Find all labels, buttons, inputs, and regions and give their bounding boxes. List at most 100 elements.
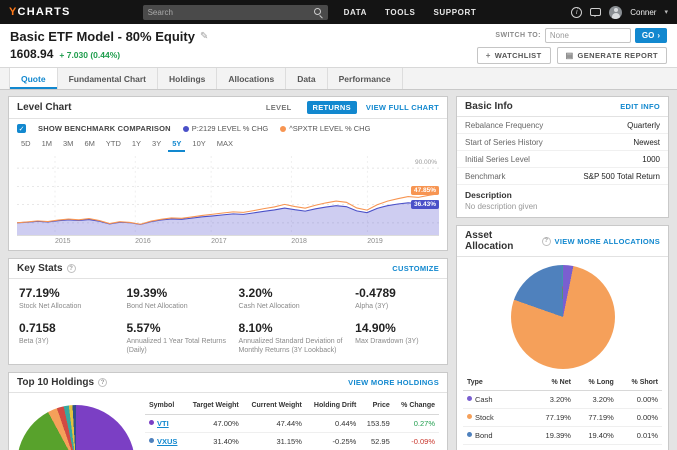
range-6m[interactable]: 6M <box>84 139 95 148</box>
description-label: Description <box>465 190 512 200</box>
range-max[interactable]: MAX <box>216 139 234 148</box>
portfolio-end-badge: 36.43% <box>410 200 439 210</box>
user-name[interactable]: Conner <box>630 7 657 17</box>
global-search[interactable] <box>142 4 328 20</box>
basic-info-title: Basic Info <box>465 101 513 112</box>
asset-allocation-help-icon[interactable]: ? <box>541 236 551 246</box>
stat-annualized-returns: 5.57% Annualized 1 Year Total Returns (Da… <box>126 321 226 355</box>
add-watchlist-button[interactable]: + WATCHLIST <box>476 47 551 64</box>
benchmark-end-badge: 47.85% <box>410 186 439 196</box>
view-full-chart-link[interactable]: VIEW FULL CHART <box>365 103 439 112</box>
holding-symbol-link[interactable]: VTI <box>157 418 169 428</box>
avatar[interactable] <box>609 5 623 19</box>
top-navbar: YCHARTS DATA TOOLS SUPPORT i Conner ▾ <box>0 0 677 24</box>
info-row-initial-level: Initial Series Level 1000 <box>457 151 668 168</box>
search-icon[interactable] <box>313 7 323 17</box>
asset-allocation-pie-chart <box>510 265 615 369</box>
top-holdings-panel: Top 10 Holdings ? VIEW MORE HOLDINGS Sym… <box>8 372 448 450</box>
logo-text: CHARTS <box>17 6 71 18</box>
top-gridline-label: 90.00% <box>414 159 437 167</box>
description-text: No description given <box>465 202 538 211</box>
basic-info-panel: Basic Info EDIT INFO Rebalance Frequency… <box>456 96 669 218</box>
model-level-value: 1608.94 <box>10 47 54 61</box>
edit-title-icon[interactable]: ✎ <box>199 31 209 42</box>
customize-link[interactable]: CUSTOMIZE <box>392 264 439 273</box>
alloc-row-bond: Bond 19.39% 19.40% 0.01% <box>463 426 662 446</box>
asset-allocation-title: Asset Allocation <box>465 230 514 252</box>
alloc-row-convertible: Convertible 0.08% 0.08% 0.00% <box>463 444 662 450</box>
edit-info-link[interactable]: EDIT INFO <box>620 102 660 111</box>
legend-benchmark[interactable]: ^SPXTR LEVEL % CHG <box>280 124 370 133</box>
plus-icon: + <box>485 51 491 60</box>
nav-item-data[interactable]: DATA <box>343 7 368 17</box>
holdings-table: Symbol Target Weight Current Weight Hold… <box>145 399 439 450</box>
range-1m[interactable]: 1M <box>41 139 53 148</box>
asset-allocation-panel: Asset Allocation ? VIEW MORE ALLOCATIONS… <box>456 225 669 450</box>
range-1y[interactable]: 1Y <box>131 139 142 148</box>
range-5y[interactable]: 5Y <box>168 137 186 152</box>
view-more-holdings-link[interactable]: VIEW MORE HOLDINGS <box>348 378 439 388</box>
logo-y: Y <box>9 6 18 18</box>
level-chart-title: Level Chart <box>17 102 72 113</box>
range-5d[interactable]: 5D <box>21 139 31 148</box>
mode-level-button[interactable]: LEVEL <box>265 103 292 112</box>
key-stats-help-icon[interactable]: ? <box>66 264 76 273</box>
tab-fundamental-chart[interactable]: Fundamental Chart <box>58 68 159 89</box>
page-title: Basic ETF Model - 80% Equity <box>10 29 195 44</box>
chat-icon[interactable] <box>590 8 602 17</box>
nav-right-cluster: i Conner ▾ <box>571 5 668 19</box>
chart-x-label: 2017 <box>211 238 227 245</box>
view-more-allocations-link[interactable]: VIEW MORE ALLOCATIONS <box>554 236 660 246</box>
key-stats-panel: Key Stats ? CUSTOMIZE 77.19% Stock Net Al… <box>8 258 448 366</box>
tab-allocations[interactable]: Allocations <box>217 68 287 89</box>
range-10y[interactable]: 10Y <box>192 139 206 148</box>
legend-portfolio-dot <box>182 125 189 132</box>
info-row-benchmark: Benchmark S&P 500 Total Return <box>457 168 668 185</box>
info-icon[interactable]: i <box>571 6 583 18</box>
nav-item-tools[interactable]: TOOLS <box>385 7 416 17</box>
tab-quote[interactable]: Quote <box>9 68 58 89</box>
alloc-color-dot <box>467 432 472 438</box>
switch-to-input[interactable] <box>544 28 631 43</box>
stat-cash-net-allocation: 3.20% Cash Net Allocation <box>238 286 300 310</box>
stat-max-drawdown: 14.90% Max Drawdown (3Y) <box>355 321 419 346</box>
holding-change: 0.27% <box>393 414 439 433</box>
level-chart-plot[interactable]: 90.00% 47.85% 36.43% <box>17 156 439 236</box>
range-selector: 5D 1M 3M 6M YTD 1Y 3Y 5Y 10Y MAX <box>9 135 447 155</box>
level-chart-svg[interactable] <box>17 156 439 235</box>
tab-performance[interactable]: Performance <box>328 68 403 89</box>
search-input[interactable] <box>147 7 309 17</box>
chart-x-axis: 2015 2016 2017 2018 2019 <box>17 236 439 248</box>
holding-symbol-link[interactable]: VXUS <box>157 436 178 446</box>
legend-portfolio[interactable]: P:2129 LEVEL % CHG <box>182 124 268 133</box>
ycharts-logo[interactable]: YCHARTS <box>9 6 71 18</box>
holding-color-dot <box>149 419 154 425</box>
alloc-row-cash: Cash 3.20% 3.20% 0.00% <box>463 390 662 410</box>
tab-data[interactable]: Data <box>286 68 328 89</box>
chart-x-label: 2015 <box>54 238 71 245</box>
generate-report-button[interactable]: ▤ GENERATE REPORT <box>556 47 667 64</box>
model-level-change: + 7.030 (0.44%) <box>59 50 121 60</box>
range-3m[interactable]: 3M <box>63 139 74 148</box>
tab-holdings[interactable]: Holdings <box>158 68 218 89</box>
range-3y[interactable]: 3Y <box>152 139 162 148</box>
chart-x-label: 2019 <box>367 238 383 245</box>
benchmark-checkbox-label: SHOW BENCHMARK COMPARISON <box>38 124 171 133</box>
range-ytd[interactable]: YTD <box>105 139 121 148</box>
alloc-row-stock: Stock 77.19% 77.19% 0.00% <box>463 408 662 428</box>
top-holdings-help-icon[interactable]: ? <box>98 378 108 388</box>
page-tabs: Quote Fundamental Chart Holdings Allocat… <box>0 68 677 90</box>
stat-std-deviation: 8.10% Annualized Standard Deviation of Mo… <box>238 321 343 355</box>
holding-row-vxus: VXUS 31.40% 31.15% -0.25% 52.95 -0.09% <box>145 432 439 450</box>
holding-row-vti: VTI 47.00% 47.44% 0.44% 153.59 0.27% <box>145 414 439 433</box>
chart-x-label: 2018 <box>291 238 307 245</box>
nav-menu: DATA TOOLS SUPPORT <box>344 8 477 17</box>
go-button[interactable]: GO › <box>634 28 667 43</box>
alloc-color-dot <box>467 414 472 420</box>
info-row-series-history: Start of Series History Newest <box>457 134 668 151</box>
benchmark-checkbox[interactable]: ✓ <box>17 124 26 133</box>
user-caret-down-icon[interactable]: ▾ <box>664 9 668 16</box>
report-icon: ▤ <box>565 51 574 60</box>
nav-item-support[interactable]: SUPPORT <box>433 7 477 17</box>
mode-returns-button[interactable]: RETURNS <box>306 101 357 114</box>
